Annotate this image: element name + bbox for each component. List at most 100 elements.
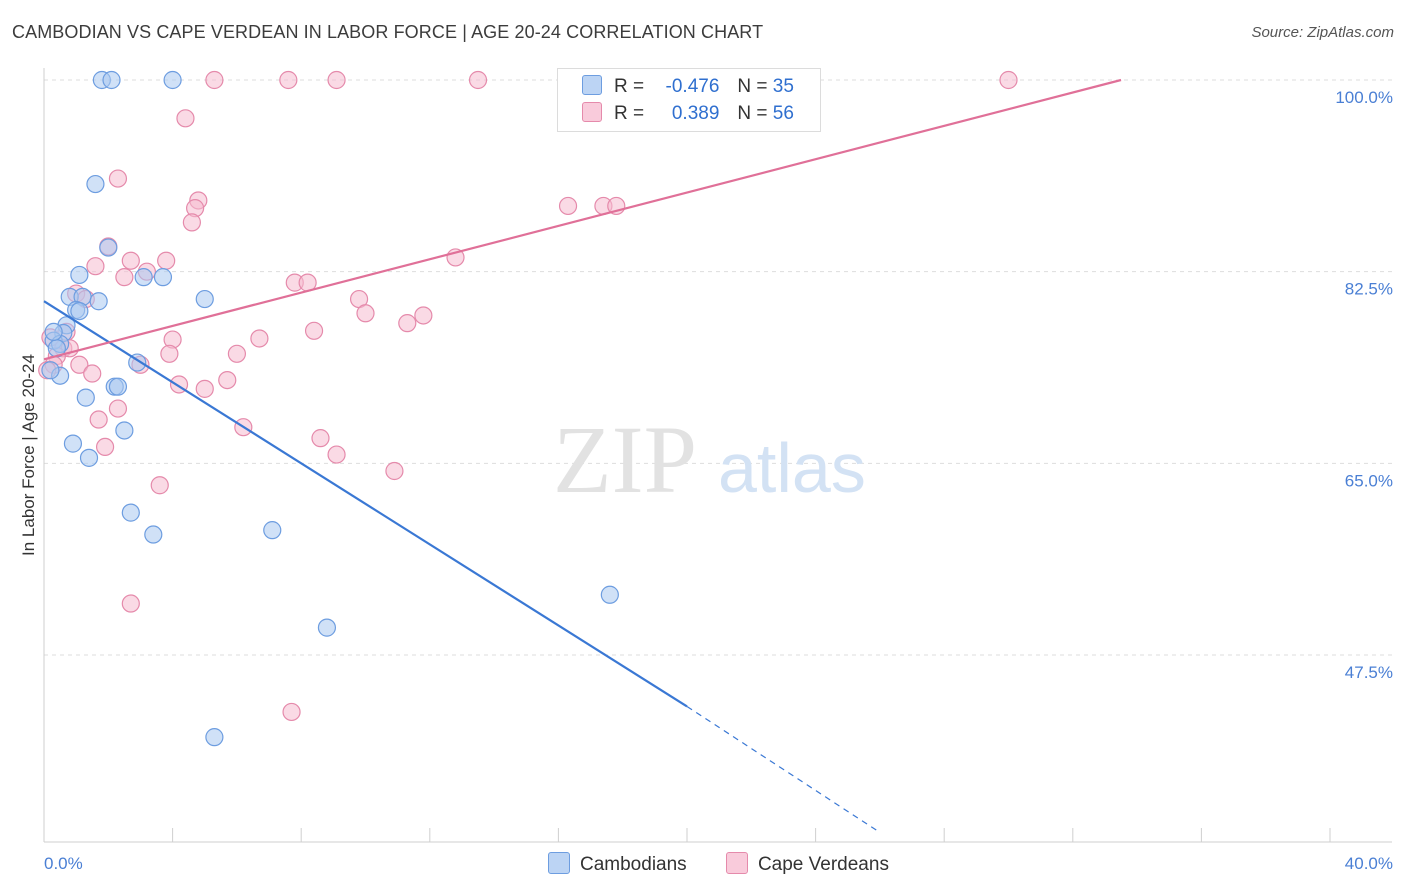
legend-n-value-cambodians: 35 <box>772 76 794 97</box>
series-label-capeverdeans: Cape Verdeans <box>757 854 889 875</box>
x-tick-marks <box>172 828 1331 842</box>
legend-n-label: N = <box>737 76 768 97</box>
cambodian-point[interactable] <box>600 585 619 604</box>
watermark-atlas: atlas <box>718 429 866 507</box>
capeverdean-point[interactable] <box>205 70 224 90</box>
capeverdean-point[interactable] <box>282 702 301 722</box>
capeverdean-point[interactable] <box>70 355 89 374</box>
legend-swatch-cambodians <box>582 75 602 95</box>
watermark-zip: ZIP <box>553 406 697 513</box>
y-tick-label: 65.0% <box>1345 471 1393 490</box>
y-tick-label: 82.5% <box>1345 280 1393 299</box>
legend-r-label: R = <box>614 103 645 124</box>
capeverdean-point[interactable] <box>327 445 346 464</box>
capeverdean-point[interactable] <box>157 251 176 270</box>
cambodian-point[interactable] <box>70 265 89 285</box>
capeverdean-point[interactable] <box>398 314 417 333</box>
capeverdean-point[interactable] <box>115 268 134 287</box>
cambodian-trend-line <box>43 300 688 708</box>
capeverdean-point[interactable] <box>108 169 128 188</box>
cambodian-point[interactable] <box>153 268 173 287</box>
cambodian-point[interactable] <box>144 525 163 544</box>
cambodian-point[interactable] <box>102 70 121 90</box>
cambodian-point[interactable] <box>76 388 95 407</box>
trend-lines <box>43 78 1122 833</box>
capeverdean-point[interactable] <box>250 329 269 348</box>
capeverdean-point[interactable] <box>160 344 179 363</box>
legend-r-label: R = <box>614 76 645 97</box>
y-tick-labels: 47.5% 65.0% 82.5% 100.0% <box>1335 88 1393 682</box>
cambodian-point[interactable] <box>41 361 60 380</box>
capeverdean-points <box>38 70 1018 722</box>
x-tick-label-min: 0.0% <box>44 854 83 873</box>
correlation-legend: R = -0.476 N = 35 R = 0.389 N = 56 <box>557 68 821 132</box>
capeverdean-point[interactable] <box>95 437 115 457</box>
capeverdean-point[interactable] <box>385 461 404 481</box>
cambodian-points <box>41 70 619 747</box>
capeverdean-point[interactable] <box>414 306 433 325</box>
capeverdean-point[interactable] <box>279 70 298 90</box>
cambodian-point[interactable] <box>63 434 83 453</box>
capeverdean-point[interactable] <box>83 364 102 383</box>
capeverdean-point[interactable] <box>356 304 375 323</box>
capeverdean-point[interactable] <box>150 476 169 495</box>
cambodian-point[interactable] <box>108 377 128 396</box>
capeverdean-point[interactable] <box>108 399 128 418</box>
cambodian-point[interactable] <box>86 174 105 194</box>
capeverdean-point[interactable] <box>86 257 105 276</box>
cambodian-point[interactable] <box>205 728 224 747</box>
series-swatch-capeverdeans <box>725 852 748 874</box>
watermark: ZIP atlas <box>553 406 866 513</box>
cambodian-point[interactable] <box>121 503 140 522</box>
legend-row-cambodians: R = -0.476 N = 35 <box>582 75 794 99</box>
capeverdean-point[interactable] <box>468 70 488 90</box>
cambodian-point[interactable] <box>99 238 118 257</box>
legend-n-value-capeverdeans: 56 <box>772 103 794 124</box>
cambodian-point[interactable] <box>317 618 337 637</box>
series-legend-cambodians[interactable]: Cambodians <box>548 852 687 876</box>
cambodian-point[interactable] <box>44 322 63 342</box>
y-axis-label: In Labor Force | Age 20-24 <box>19 354 38 556</box>
cambodian-point[interactable] <box>89 292 108 311</box>
cambodian-point[interactable] <box>115 421 134 440</box>
y-tick-label: 47.5% <box>1345 663 1393 682</box>
capeverdean-point[interactable] <box>182 213 201 232</box>
series-swatch-cambodians <box>548 852 570 874</box>
capeverdean-trend-line <box>43 78 1122 361</box>
capeverdean-point[interactable] <box>304 321 324 340</box>
cambodian-point[interactable] <box>134 268 153 287</box>
capeverdean-point[interactable] <box>227 344 246 363</box>
chart-title: CAMBODIAN VS CAPE VERDEAN IN LABOR FORCE… <box>12 22 764 42</box>
series-legend-capeverdeans[interactable]: Cape Verdeans <box>725 852 889 876</box>
grid-lines <box>44 79 1392 656</box>
capeverdean-point[interactable] <box>121 594 140 613</box>
chart-source: Source: ZipAtlas.com <box>1251 24 1394 41</box>
series-label-cambodians: Cambodians <box>580 854 687 875</box>
capeverdean-point[interactable] <box>176 109 195 128</box>
capeverdean-point[interactable] <box>89 410 108 429</box>
legend-swatch-capeverdeans <box>582 102 602 122</box>
cambodian-point[interactable] <box>70 301 89 321</box>
capeverdean-point[interactable] <box>558 196 578 216</box>
capeverdean-point[interactable] <box>311 429 330 448</box>
x-tick-label-max: 40.0% <box>1345 854 1393 873</box>
capeverdean-point[interactable] <box>121 251 140 270</box>
legend-r-value-cambodians: -0.476 <box>665 76 720 97</box>
capeverdean-point[interactable] <box>195 379 214 398</box>
cambodian-point[interactable] <box>79 448 99 467</box>
cambodian-point[interactable] <box>163 70 182 90</box>
cambodian-point[interactable] <box>263 521 282 540</box>
legend-r-value-capeverdeans: 0.389 <box>671 103 720 124</box>
axis-lines <box>43 68 1392 843</box>
series-legend: Cambodians Cape Verdeans <box>548 852 923 876</box>
y-tick-label: 100.0% <box>1335 88 1393 107</box>
cambodian-trend-extension <box>686 705 881 833</box>
legend-row-capeverdeans: R = 0.389 N = 56 <box>582 102 794 126</box>
legend-n-label: N = <box>737 103 768 124</box>
capeverdean-point[interactable] <box>327 70 346 90</box>
capeverdean-point[interactable] <box>999 70 1018 90</box>
capeverdean-point[interactable] <box>218 370 237 390</box>
x-tick-labels: 0.0% 40.0% <box>44 854 1393 873</box>
cambodian-point[interactable] <box>195 289 214 309</box>
